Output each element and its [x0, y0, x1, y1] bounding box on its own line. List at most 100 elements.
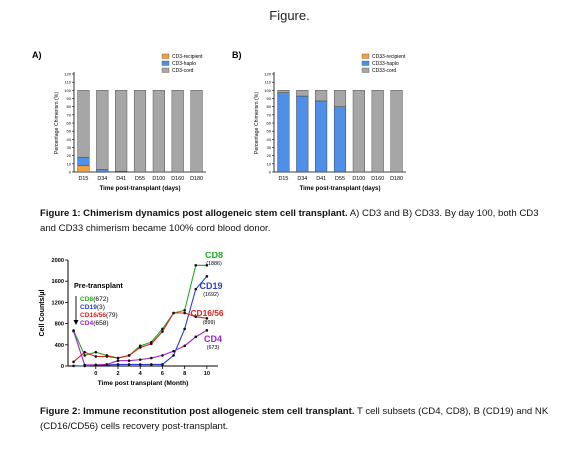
cd3-bar-segment	[96, 90, 109, 170]
cd3-x-tick-label: D160	[171, 176, 184, 182]
cd3-y-tick-label: 120	[64, 72, 71, 77]
cd3-x-tick-label: D180	[190, 176, 203, 182]
data-point	[161, 354, 164, 357]
cd33-legend-swatch	[361, 67, 370, 73]
cd3-y-tick-label: 40	[67, 137, 72, 142]
cd3-panel-label: A)	[32, 50, 42, 60]
cd3-y-tick-label: 70	[67, 112, 72, 117]
cd3-y-axis-title: Percentage Chimerism (%)	[54, 92, 60, 155]
cd3-y-tick-label: 100	[64, 88, 71, 93]
data-point	[116, 359, 120, 362]
cd3-x-tick-label: D34	[97, 176, 107, 182]
cd3-x-tick-label: D100	[152, 176, 165, 182]
cd33-bar-segment	[277, 90, 290, 93]
pre-transplant-item-name: CD4	[80, 320, 94, 327]
series-end-name: CD19	[199, 281, 222, 291]
data-point	[205, 275, 209, 278]
pre-transplant-item-name: CD8	[80, 296, 94, 303]
line-x-tick-label: 4	[139, 371, 143, 377]
pre-transplant-item-value: (3)	[97, 304, 105, 311]
pre-transplant-item: CD8(672)	[80, 296, 109, 303]
pre-transplant-item-value: (79)	[106, 312, 118, 319]
chimerism-chart-cd3: A) 0 10 20 30 40 50 60 70 80 90 100 110 120 Percentage…	[32, 50, 206, 192]
cd3-x-tick-label: D55	[135, 176, 145, 182]
figure2-caption-text: T cell subsets (CD4, CD8), B (CD19) and …	[40, 406, 549, 432]
cd33-y-tick-label: 100	[264, 88, 271, 93]
cd3-bar-segment	[77, 90, 90, 158]
figure1-caption: Figure 1: Chimerism dynamics post alloge…	[40, 206, 555, 236]
cd3-bar-segment	[152, 90, 165, 173]
cd3-legend-swatch	[161, 67, 170, 73]
immune-reconstitution-chart: 0 400 800 1200 1600 2000 0 2 4 6 8 10 Cell Counts/µl…	[39, 252, 224, 387]
series-end-value: (1886)	[206, 261, 222, 267]
pre-transplant-item: CD16/56(79)	[80, 312, 118, 319]
data-point	[161, 363, 164, 366]
cd3-bar-segment	[133, 90, 147, 173]
data-point	[205, 317, 209, 320]
cd33-y-tick-label: 40	[267, 137, 272, 142]
cd3-bar-segment	[115, 90, 128, 172]
cd3-y-tick-label: 10	[67, 161, 72, 166]
cd3-legend-swatch	[161, 53, 170, 59]
series-end-name: CD8	[205, 252, 223, 260]
cd3-legend-swatch	[161, 60, 170, 66]
pre-transplant-item: CD19(3)	[80, 304, 105, 311]
cd33-y-tick-label: 0	[269, 170, 272, 175]
cd33-bar-segment	[296, 90, 309, 97]
figure1-caption-title: Figure 1: Chimerism dynamics post alloge…	[40, 208, 348, 219]
data-point	[138, 363, 142, 366]
cd33-bar-segment	[333, 90, 347, 107]
data-point	[194, 335, 198, 339]
data-point	[116, 356, 120, 360]
line-y-tick-label: 1200	[52, 300, 64, 306]
cd3-y-tick-label: 60	[67, 121, 72, 126]
data-point	[83, 363, 86, 367]
cd33-bar-segment	[315, 100, 328, 173]
data-point	[72, 329, 75, 333]
data-point	[183, 344, 186, 348]
series-end-value: (899)	[203, 320, 216, 326]
cd3-x-tick-label: D41	[116, 176, 126, 182]
data-point	[94, 350, 98, 354]
cd3-bar-segment	[77, 157, 90, 166]
figure2-caption-title: Figure 2: Immune reconstitution post all…	[40, 406, 355, 417]
cd33-bar-segment	[371, 90, 384, 173]
cd33-bar-segment	[352, 90, 365, 173]
data-point	[183, 311, 186, 315]
cd33-y-tick-label: 110	[265, 80, 272, 85]
cd33-y-tick-label: 60	[267, 121, 272, 126]
data-point	[150, 363, 153, 366]
cd33-y-tick-label: 30	[267, 145, 272, 150]
cd33-y-tick-label: 70	[267, 112, 272, 117]
data-point	[205, 264, 209, 267]
line-y-tick-label: 2000	[52, 258, 64, 264]
cd33-bar-segment	[277, 92, 290, 173]
data-point	[127, 363, 131, 366]
data-point	[105, 355, 109, 358]
line-x-tick-label: 0	[94, 371, 97, 377]
data-point	[72, 360, 75, 364]
cd33-y-tick-label: 120	[264, 72, 271, 77]
pre-transplant-arrowhead	[73, 320, 79, 325]
cd3-y-tick-label: 110	[65, 80, 72, 85]
cd3-y-tick-label: 50	[67, 129, 72, 134]
line-x-tick-label: 8	[183, 371, 186, 377]
cd3-y-tick-label: 80	[67, 104, 72, 109]
cd33-panel-label: B)	[232, 50, 242, 60]
series-end-name: CD4	[204, 334, 222, 344]
cd3-bar-segment	[77, 165, 90, 173]
cd33-x-axis-title: Time post-transplant (days)	[299, 185, 380, 192]
data-point	[150, 342, 153, 346]
cd33-legend-swatch	[361, 53, 370, 59]
pre-transplant-item-value: (672)	[93, 296, 108, 303]
cd33-x-tick-label: D41	[316, 176, 326, 182]
cd33-x-tick-label: D160	[371, 176, 384, 182]
cd33-bar-segment	[390, 90, 403, 173]
data-point	[127, 359, 131, 362]
cd33-y-axis-title: Percentage Chimerism (%)	[254, 92, 260, 155]
figure1-caption-text: A) CD3 and B) CD33. By day 100, both CD3…	[40, 208, 539, 234]
cd3-bar-segment	[96, 169, 109, 173]
cd3-y-tick-label: 20	[67, 153, 72, 158]
cd33-bar-segment	[296, 95, 309, 173]
cd33-y-tick-label: 80	[267, 104, 272, 109]
